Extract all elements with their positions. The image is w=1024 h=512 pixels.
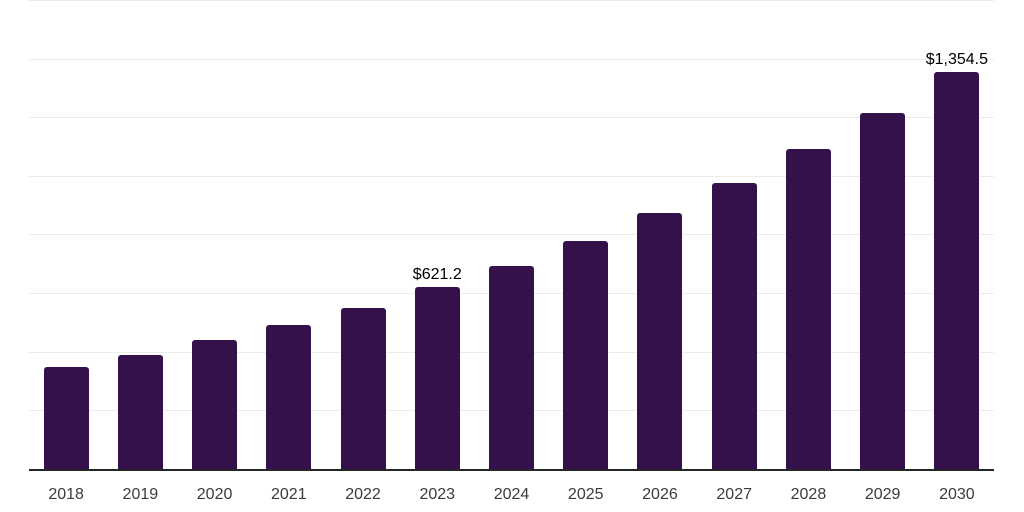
x-tick-2027: 2027 [716,486,752,503]
bar-2023 [414,287,460,469]
x-tick-2021: 2021 [271,486,307,503]
gridline-1000 [29,176,994,177]
x-tick-2022: 2022 [345,486,381,503]
x-tick-2026: 2026 [642,486,678,503]
x-tick-2024: 2024 [493,486,530,503]
bar-2025 [563,241,609,469]
bar-2020 [192,340,238,469]
bar-2027 [711,183,757,469]
data-label-2023: $621.2 [412,266,462,283]
x-tick-2018: 2018 [48,486,84,503]
x-tick-2028: 2028 [790,486,827,503]
bar-2026 [637,213,683,469]
x-axis-line [29,469,994,471]
x-axis-tick-labels: 2018 2019 2020 2021 2022 2023 2024 2025 2026 2027… [29,483,994,507]
x-tick-2029: 2029 [864,486,901,503]
gridline-800 [29,234,994,235]
bar-2021 [266,325,312,469]
bar-2024 [489,266,534,469]
x-tick-2019: 2019 [122,486,159,503]
bar-2018 [43,367,89,469]
x-tick-2025: 2025 [567,486,604,503]
plot-area: $621.2 $1,354.5 [29,0,994,470]
bar-2030 [934,72,980,469]
x-tick-2020: 2020 [196,486,233,503]
gridline-1600 [29,0,994,1]
bar-2019 [117,355,163,469]
gridline-1200 [29,117,994,118]
gridline-1400 [29,59,994,60]
x-tick-2023: 2023 [419,486,456,503]
x-tick-2030: 2030 [939,486,975,503]
bar-2029 [860,113,906,469]
bar-2028 [785,149,831,469]
data-label-2030: $1,354.5 [925,51,989,68]
bar-2022 [340,308,386,469]
